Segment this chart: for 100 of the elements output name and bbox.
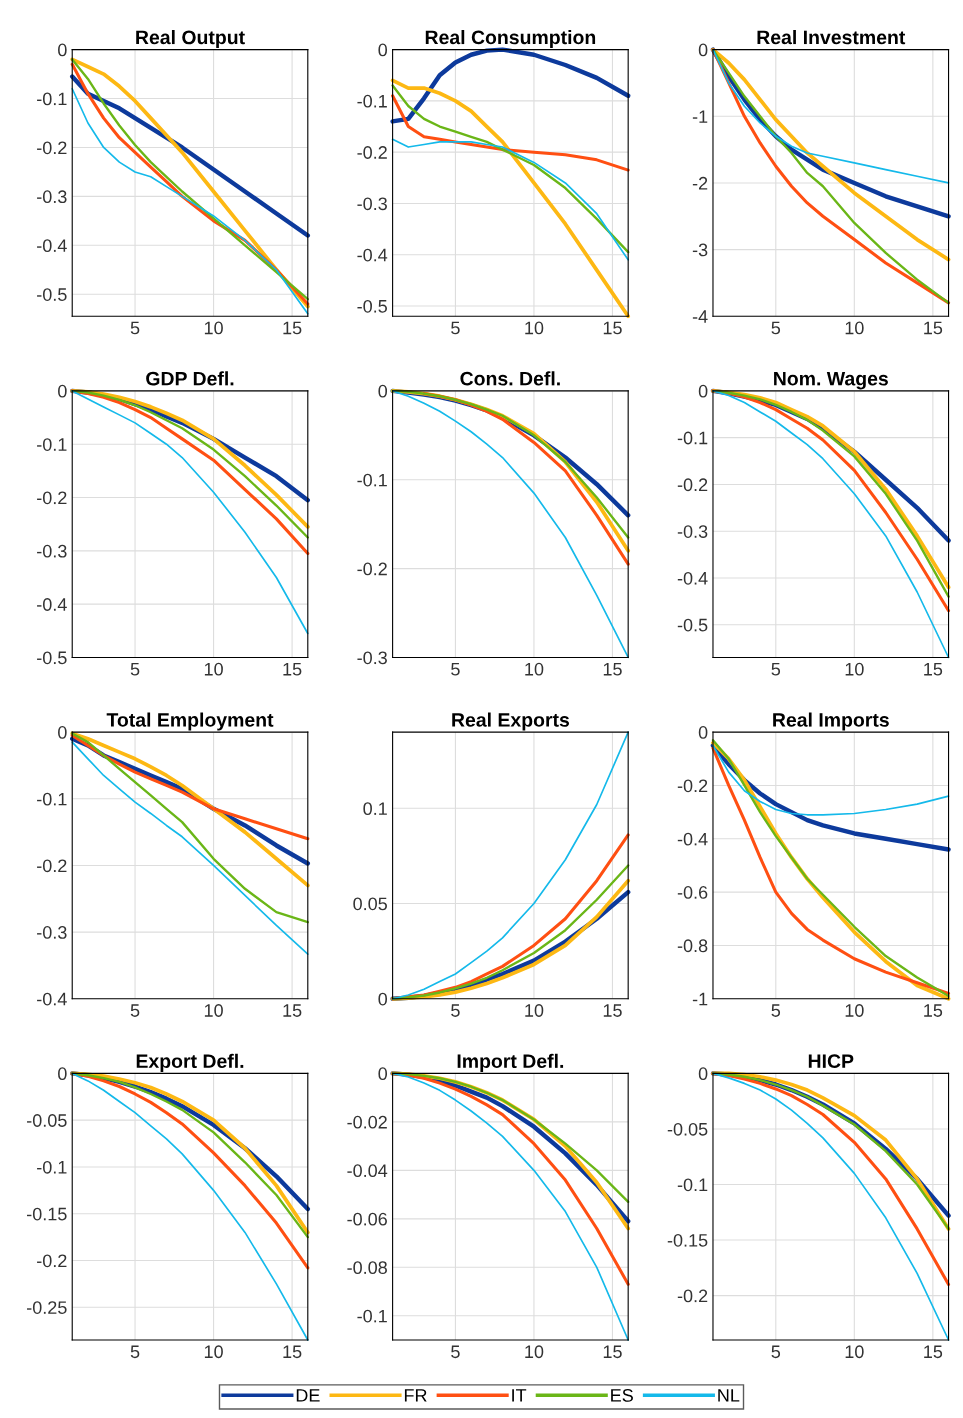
y-tick-label: -0.08 — [347, 1261, 387, 1275]
y-tick-label: -0.15 — [667, 1233, 708, 1247]
y-tick-label: -0.2 — [677, 1289, 708, 1303]
x-tick-label: 15 — [603, 1004, 622, 1017]
x-tick-label: 5 — [451, 663, 460, 676]
y-tick-label: -0.2 — [37, 859, 67, 873]
x-tick-label: 15 — [283, 321, 302, 335]
x-tick-label: 10 — [525, 1345, 544, 1359]
x-tick-label: 10 — [845, 321, 864, 335]
x-tick-label: 5 — [451, 321, 460, 335]
x-tick-label: 15 — [603, 1345, 622, 1359]
y-tick-label: -0.4 — [37, 239, 67, 253]
chart-title: HICP — [808, 1054, 854, 1069]
x-tick-label: 15 — [283, 1004, 302, 1017]
x-tick-label: 15 — [924, 1345, 943, 1359]
x-tick-label: 5 — [130, 1004, 140, 1017]
y-tick-label: 0 — [58, 384, 67, 398]
y-tick-label: -0.4 — [677, 832, 708, 846]
y-tick-label: -0.1 — [37, 1160, 67, 1174]
y-tick-label: 0.05 — [353, 897, 387, 911]
legend-label: DE — [296, 1389, 320, 1402]
y-tick-label: -0.2 — [357, 562, 387, 576]
y-tick-label: -0.15 — [27, 1207, 67, 1221]
chart-title: Real Output — [136, 29, 245, 49]
legend-label: FR — [404, 1389, 427, 1402]
x-tick-label: 5 — [771, 663, 781, 676]
y-tick-label: -0.25 — [27, 1301, 67, 1314]
y-tick-label: 0 — [58, 43, 67, 57]
y-tick-label: -0.4 — [677, 571, 708, 585]
y-tick-label: -0.5 — [357, 299, 387, 313]
chart-title: Real Exports — [452, 712, 570, 731]
y-tick-label: -0.2 — [677, 478, 708, 492]
chart-title: GDP Defl. — [146, 371, 234, 386]
x-tick-label: 10 — [525, 662, 544, 676]
y-tick-label: 0 — [698, 1067, 708, 1081]
y-tick-label: 0.1 — [363, 802, 387, 816]
y-tick-label: 0 — [378, 43, 388, 57]
y-tick-label: -0.3 — [357, 197, 387, 211]
y-tick-label: -0.2 — [37, 141, 67, 155]
legend-label: IT — [512, 1389, 527, 1402]
y-tick-label: -1 — [692, 110, 708, 123]
x-tick-label: 5 — [130, 663, 140, 676]
x-tick-label: 15 — [603, 663, 622, 676]
y-tick-label: -0.5 — [677, 618, 708, 632]
y-tick-label: -0.5 — [37, 651, 67, 665]
x-tick-label: 15 — [283, 1345, 302, 1359]
y-tick-label: -0.6 — [677, 886, 708, 899]
chart-title: Real Consumption — [425, 29, 596, 49]
y-tick-label: 0 — [698, 384, 708, 398]
y-tick-label: 0 — [378, 1067, 388, 1081]
x-tick-label: 15 — [924, 321, 943, 335]
y-tick-label: -0.1 — [37, 792, 67, 806]
y-tick-label: -0.1 — [677, 1178, 708, 1192]
y-tick-label: -0.2 — [37, 1254, 67, 1268]
y-tick-label: 0 — [698, 726, 708, 739]
x-tick-label: 10 — [845, 662, 864, 676]
x-tick-label: 5 — [771, 321, 781, 335]
y-tick-label: -0.4 — [37, 992, 67, 1006]
x-tick-label: 5 — [771, 1345, 781, 1359]
y-tick-label: 0 — [698, 43, 708, 57]
y-tick-label: -0.3 — [37, 190, 67, 204]
y-tick-label: -0.1 — [37, 92, 67, 106]
x-tick-label: 10 — [845, 1345, 864, 1359]
y-tick-label: -0.05 — [667, 1122, 708, 1136]
chart-title: Real Investment — [757, 29, 906, 45]
chart-title: Total Employment — [106, 712, 274, 731]
y-tick-label: -0.2 — [37, 491, 67, 505]
y-tick-label: -0.1 — [357, 94, 387, 108]
y-tick-label: -0.02 — [347, 1115, 387, 1129]
y-tick-label: -0.1 — [677, 431, 708, 445]
chart-title: Import Defl. — [457, 1053, 564, 1072]
y-tick-label: -0.2 — [357, 146, 387, 159]
y-tick-label: -0.4 — [357, 248, 388, 262]
x-tick-label: 10 — [525, 321, 544, 335]
y-tick-label: -2 — [692, 176, 708, 190]
y-tick-label: 0 — [58, 726, 67, 739]
y-tick-label: -0.3 — [677, 525, 708, 538]
y-tick-label: 0 — [378, 992, 388, 1006]
x-tick-label: 10 — [204, 662, 223, 676]
y-tick-label: -0.5 — [37, 288, 67, 301]
y-tick-label: -0.04 — [347, 1164, 388, 1178]
y-tick-label: -3 — [692, 243, 708, 257]
chart-title: Export Defl. — [136, 1053, 244, 1072]
x-tick-label: 5 — [771, 1004, 781, 1017]
chart-title: Nom. Wages — [774, 371, 888, 390]
x-tick-label: 5 — [130, 1345, 140, 1359]
x-tick-label: 15 — [603, 321, 622, 335]
x-tick-label: 5 — [451, 1345, 460, 1359]
chart-title: Cons. Defl. — [460, 371, 560, 386]
y-tick-label: -0.05 — [27, 1114, 67, 1127]
y-tick-label: 0 — [58, 1067, 67, 1081]
y-tick-label: 0 — [378, 384, 388, 398]
x-tick-label: 15 — [924, 663, 943, 676]
x-tick-label: 5 — [451, 1004, 460, 1017]
y-tick-label: -0.1 — [357, 473, 387, 487]
y-tick-label: -0.3 — [37, 544, 67, 558]
legend-label: NL — [718, 1389, 740, 1402]
y-tick-label: -0.2 — [677, 779, 708, 793]
y-tick-label: -0.06 — [347, 1212, 387, 1226]
y-tick-label: -0.3 — [37, 926, 67, 939]
